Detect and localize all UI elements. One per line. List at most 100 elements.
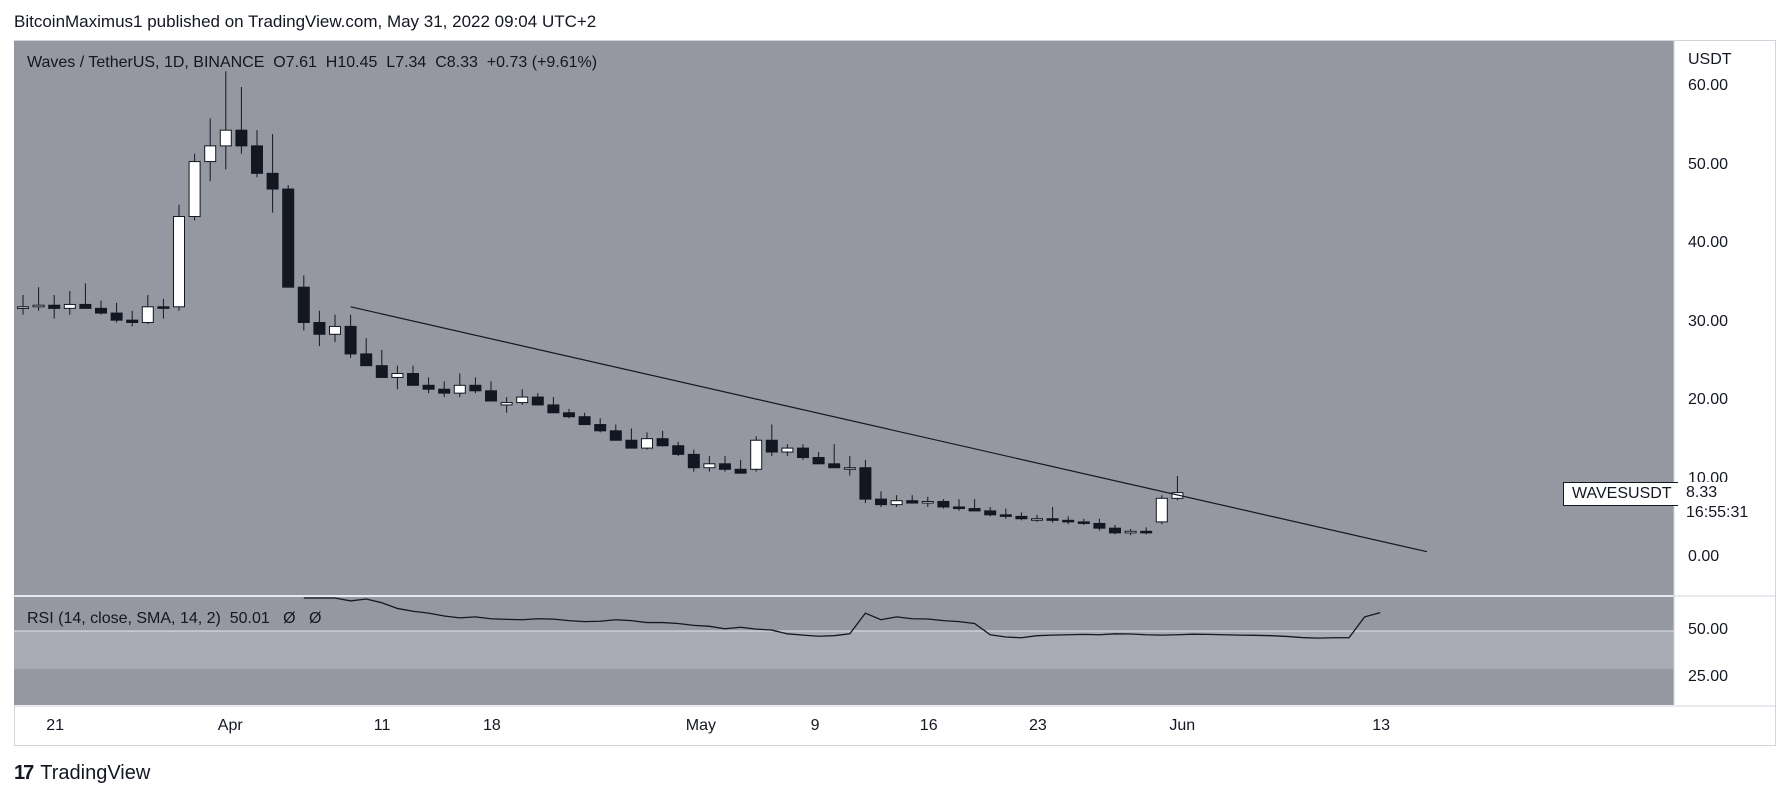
candle-down[interactable]: [48, 304, 61, 309]
price-pane: [14, 41, 1674, 595]
candle-down[interactable]: [984, 510, 997, 516]
candle-down[interactable]: [812, 457, 825, 465]
footer-brand[interactable]: 17 TradingView: [14, 762, 150, 785]
candle-down[interactable]: [1109, 527, 1121, 534]
candle-up[interactable]: [188, 161, 201, 218]
candle-down[interactable]: [594, 424, 607, 432]
legend-close: 8.33: [446, 54, 478, 71]
candle-down[interactable]: [1062, 519, 1075, 523]
candle-down[interactable]: [375, 365, 388, 378]
price-tick: 20.00: [1688, 391, 1729, 408]
rsi-group: [303, 597, 1381, 639]
candle-down[interactable]: [469, 384, 482, 392]
candle-up[interactable]: [329, 325, 341, 335]
publisher-line: BitcoinMaximus1 published on TradingView…: [14, 12, 597, 31]
candle-up[interactable]: [173, 216, 185, 308]
candle-down[interactable]: [1140, 530, 1153, 534]
candle-down[interactable]: [734, 468, 747, 474]
candle-down[interactable]: [157, 306, 170, 309]
candle-up[interactable]: [32, 304, 45, 308]
rsi-null-2: Ø: [308, 610, 322, 627]
candle-up[interactable]: [1124, 530, 1137, 534]
candle-down[interactable]: [1015, 515, 1028, 520]
tradingview-logo-icon: 17: [14, 762, 34, 784]
candle-up[interactable]: [781, 447, 794, 453]
rsi-value: 50.01: [229, 610, 270, 627]
candle-up[interactable]: [453, 384, 466, 394]
candle-down[interactable]: [126, 319, 139, 323]
candle-down[interactable]: [1077, 521, 1090, 524]
candle-down[interactable]: [251, 145, 263, 174]
candle-down[interactable]: [547, 404, 560, 414]
candle-up[interactable]: [500, 402, 513, 406]
candle-down[interactable]: [438, 388, 451, 394]
candle-down[interactable]: [1093, 522, 1106, 529]
candle-down[interactable]: [859, 467, 872, 500]
price-tick: 30.00: [1688, 312, 1729, 330]
candle-down[interactable]: [563, 412, 575, 418]
candle-up[interactable]: [921, 500, 934, 504]
rsi-null-1: Ø: [283, 610, 296, 627]
legend-open-label: O: [273, 54, 286, 71]
time-tick: 11: [373, 717, 391, 734]
candle-down[interactable]: [656, 438, 669, 447]
candle-down[interactable]: [407, 373, 419, 386]
legend-change: +0.73 (+9.61%): [486, 54, 598, 71]
candle-down[interactable]: [797, 447, 809, 459]
legend-high: 10.45: [337, 54, 378, 71]
legend-high-label: H: [325, 54, 338, 71]
candle-up[interactable]: [641, 438, 653, 449]
time-tick: Jun: [1169, 717, 1196, 734]
candle-up[interactable]: [1031, 518, 1043, 521]
candle-up[interactable]: [219, 129, 232, 147]
time-tick: 9: [810, 717, 820, 734]
candle-down[interactable]: [313, 322, 326, 335]
candle-down[interactable]: [672, 445, 685, 455]
candle-up[interactable]: [17, 306, 29, 309]
candle-down[interactable]: [110, 312, 123, 321]
candle-down[interactable]: [360, 353, 373, 367]
candle-down[interactable]: [1046, 518, 1059, 521]
last-price-value: 8.33: [1686, 484, 1718, 501]
candle-down[interactable]: [282, 188, 295, 288]
candle-up[interactable]: [391, 373, 404, 378]
candle-down[interactable]: [765, 439, 778, 453]
candle-down[interactable]: [344, 325, 357, 355]
candle-down[interactable]: [531, 396, 544, 406]
time-tick: 16: [919, 717, 938, 734]
candle-down[interactable]: [687, 453, 700, 469]
candle-down[interactable]: [235, 129, 248, 147]
candle-down[interactable]: [79, 303, 92, 309]
candle-up[interactable]: [750, 439, 763, 470]
candle-down[interactable]: [937, 500, 950, 508]
candle-up[interactable]: [1155, 497, 1168, 523]
price-tick: 60.00: [1688, 77, 1729, 94]
candle-down[interactable]: [95, 307, 107, 314]
candle-down[interactable]: [906, 500, 919, 504]
candle-down[interactable]: [828, 463, 841, 469]
candle-up[interactable]: [843, 467, 856, 470]
candle-down[interactable]: [609, 430, 622, 441]
candle-up[interactable]: [63, 303, 76, 309]
rsi-band: [14, 631, 1674, 669]
candle-up[interactable]: [703, 463, 716, 469]
candle-up[interactable]: [516, 396, 529, 404]
legend-low: 7.34: [395, 54, 427, 71]
candle-down[interactable]: [578, 416, 591, 426]
candle-down[interactable]: [625, 439, 638, 449]
candle-up[interactable]: [890, 500, 903, 506]
candle-down[interactable]: [719, 463, 731, 470]
candle-down[interactable]: [968, 508, 981, 512]
candle-down[interactable]: [953, 506, 965, 510]
candle-up[interactable]: [141, 306, 154, 323]
candle-up[interactable]: [204, 145, 217, 163]
candle-down[interactable]: [422, 384, 435, 390]
candle-down[interactable]: [999, 514, 1012, 517]
time-tick: 23: [1029, 717, 1047, 734]
candle-down[interactable]: [485, 390, 497, 402]
candle-down[interactable]: [266, 172, 279, 190]
candle-down[interactable]: [875, 498, 887, 506]
candle-down[interactable]: [297, 286, 310, 323]
time-tick: May: [685, 717, 717, 734]
